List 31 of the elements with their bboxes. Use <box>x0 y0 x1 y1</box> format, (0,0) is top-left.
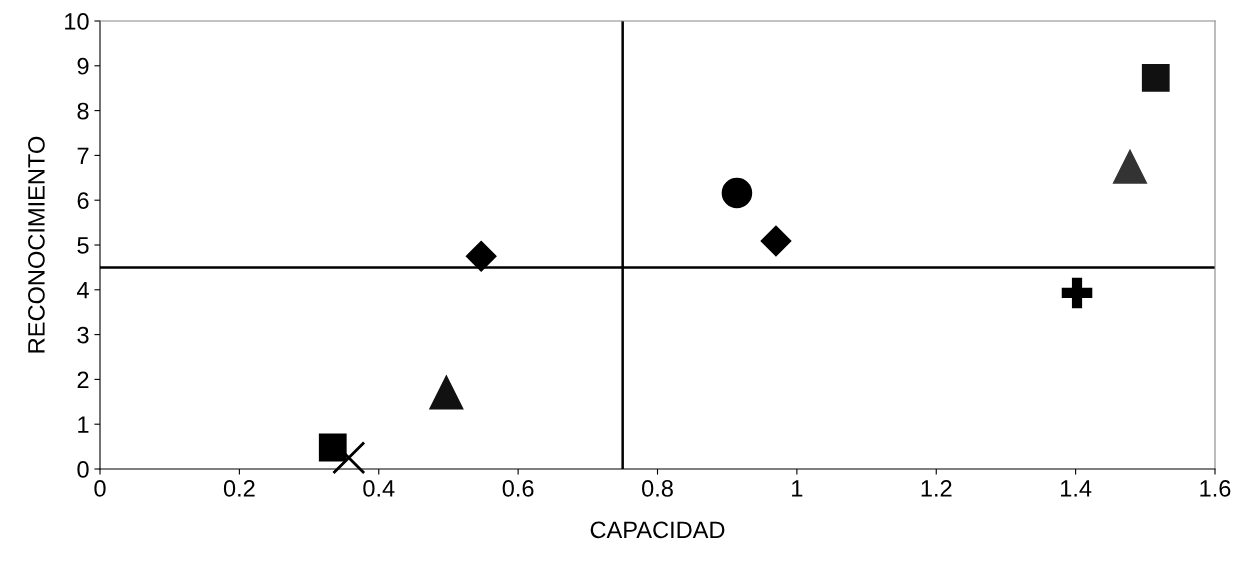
y-tick-label: 8 <box>77 102 89 120</box>
y-tick-label: 1 <box>78 416 89 433</box>
point <box>1061 277 1093 309</box>
x-tick-label: 1.4 <box>1061 480 1092 497</box>
y-tick-label: 7 <box>77 147 89 164</box>
y-axis-title: RECONOCIMIENTO <box>28 136 45 353</box>
x-tick-label: 1.2 <box>921 480 952 497</box>
point <box>332 441 366 475</box>
x-tick-label: 0.8 <box>642 480 673 497</box>
x-tick-label: 0.2 <box>223 480 255 497</box>
point <box>429 376 464 410</box>
y-tick-label: 2 <box>77 371 89 388</box>
x-tick-label: 1 <box>792 480 803 497</box>
point <box>466 241 497 272</box>
x-axis-title: CAPACIDAD <box>590 521 725 539</box>
point <box>1113 150 1147 184</box>
y-tick-label: 5 <box>77 237 89 254</box>
point <box>760 225 792 257</box>
y-tick-label: 10 <box>65 13 89 30</box>
y-tick-label: 6 <box>77 192 89 209</box>
x-tick-label: 1.6 <box>1200 480 1231 497</box>
point <box>318 433 347 462</box>
y-tick-label: 4 <box>77 282 89 299</box>
point <box>1141 64 1170 92</box>
y-tick-label: 9 <box>77 57 89 75</box>
x-tick-label: 0.4 <box>363 480 395 497</box>
x-tick-label: 0.6 <box>502 480 534 497</box>
x-tick-label: 0 <box>94 480 106 497</box>
y-tick-label: 0 <box>77 461 89 478</box>
y-tick-label: 3 <box>77 326 89 344</box>
point <box>721 177 753 209</box>
